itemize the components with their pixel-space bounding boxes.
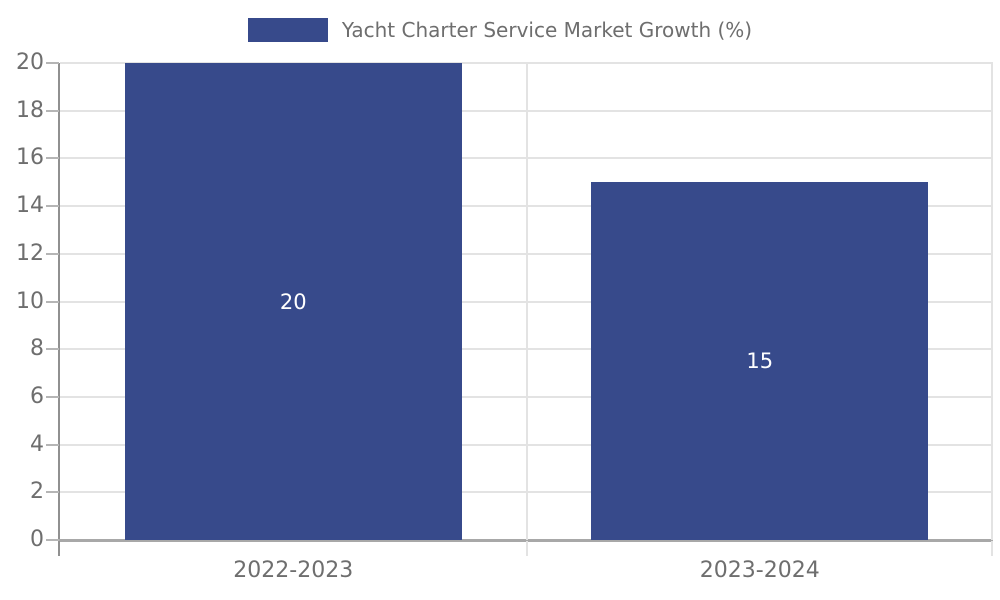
plot-area: 20 15 <box>58 62 993 542</box>
y-tick-mark <box>46 252 59 255</box>
y-tick-label: 6 <box>30 383 44 409</box>
y-axis-line <box>58 63 60 540</box>
y-tick-mark <box>46 443 59 446</box>
y-tick-label: 20 <box>16 50 44 75</box>
y-tick-label: 0 <box>30 527 44 552</box>
bar-value-label: 20 <box>279 289 307 314</box>
y-tick-mark <box>46 300 59 303</box>
y-tick-mark <box>46 157 59 160</box>
y-tick-mark <box>46 348 59 351</box>
y-tick-label: 10 <box>16 288 44 314</box>
y-tick-mark <box>46 491 59 494</box>
x-tick-label: 2023-2024 <box>699 558 820 583</box>
y-tick-label: 18 <box>16 97 44 123</box>
y-tick-mark <box>46 205 59 208</box>
legend-label: Yacht Charter Service Market Growth (%) <box>341 18 753 42</box>
y-tick-label: 14 <box>16 193 44 219</box>
x-tick-mark <box>525 541 528 556</box>
y-tick-mark <box>46 109 59 112</box>
y-tick-label: 2 <box>30 479 44 505</box>
x-tick-label: 2022-2023 <box>233 558 354 583</box>
bar-value-label: 15 <box>746 349 774 374</box>
category-separator <box>525 63 528 540</box>
x-tick-mark <box>58 541 60 556</box>
y-tick-label: 4 <box>30 431 44 457</box>
y-tick-mark <box>46 395 59 398</box>
legend: Yacht Charter Service Market Growth (%) <box>0 16 1000 44</box>
legend-swatch <box>247 18 328 42</box>
y-tick-label: 8 <box>30 336 44 362</box>
bar: 20 <box>124 63 462 540</box>
y-tick-mark <box>46 62 59 64</box>
y-tick-label: 12 <box>16 240 44 266</box>
x-axis-line <box>58 539 993 542</box>
y-tick-mark <box>46 539 59 541</box>
bar: 15 <box>591 182 929 540</box>
category-separator <box>991 63 993 540</box>
x-tick-mark <box>991 541 993 556</box>
y-tick-label: 16 <box>16 145 44 171</box>
